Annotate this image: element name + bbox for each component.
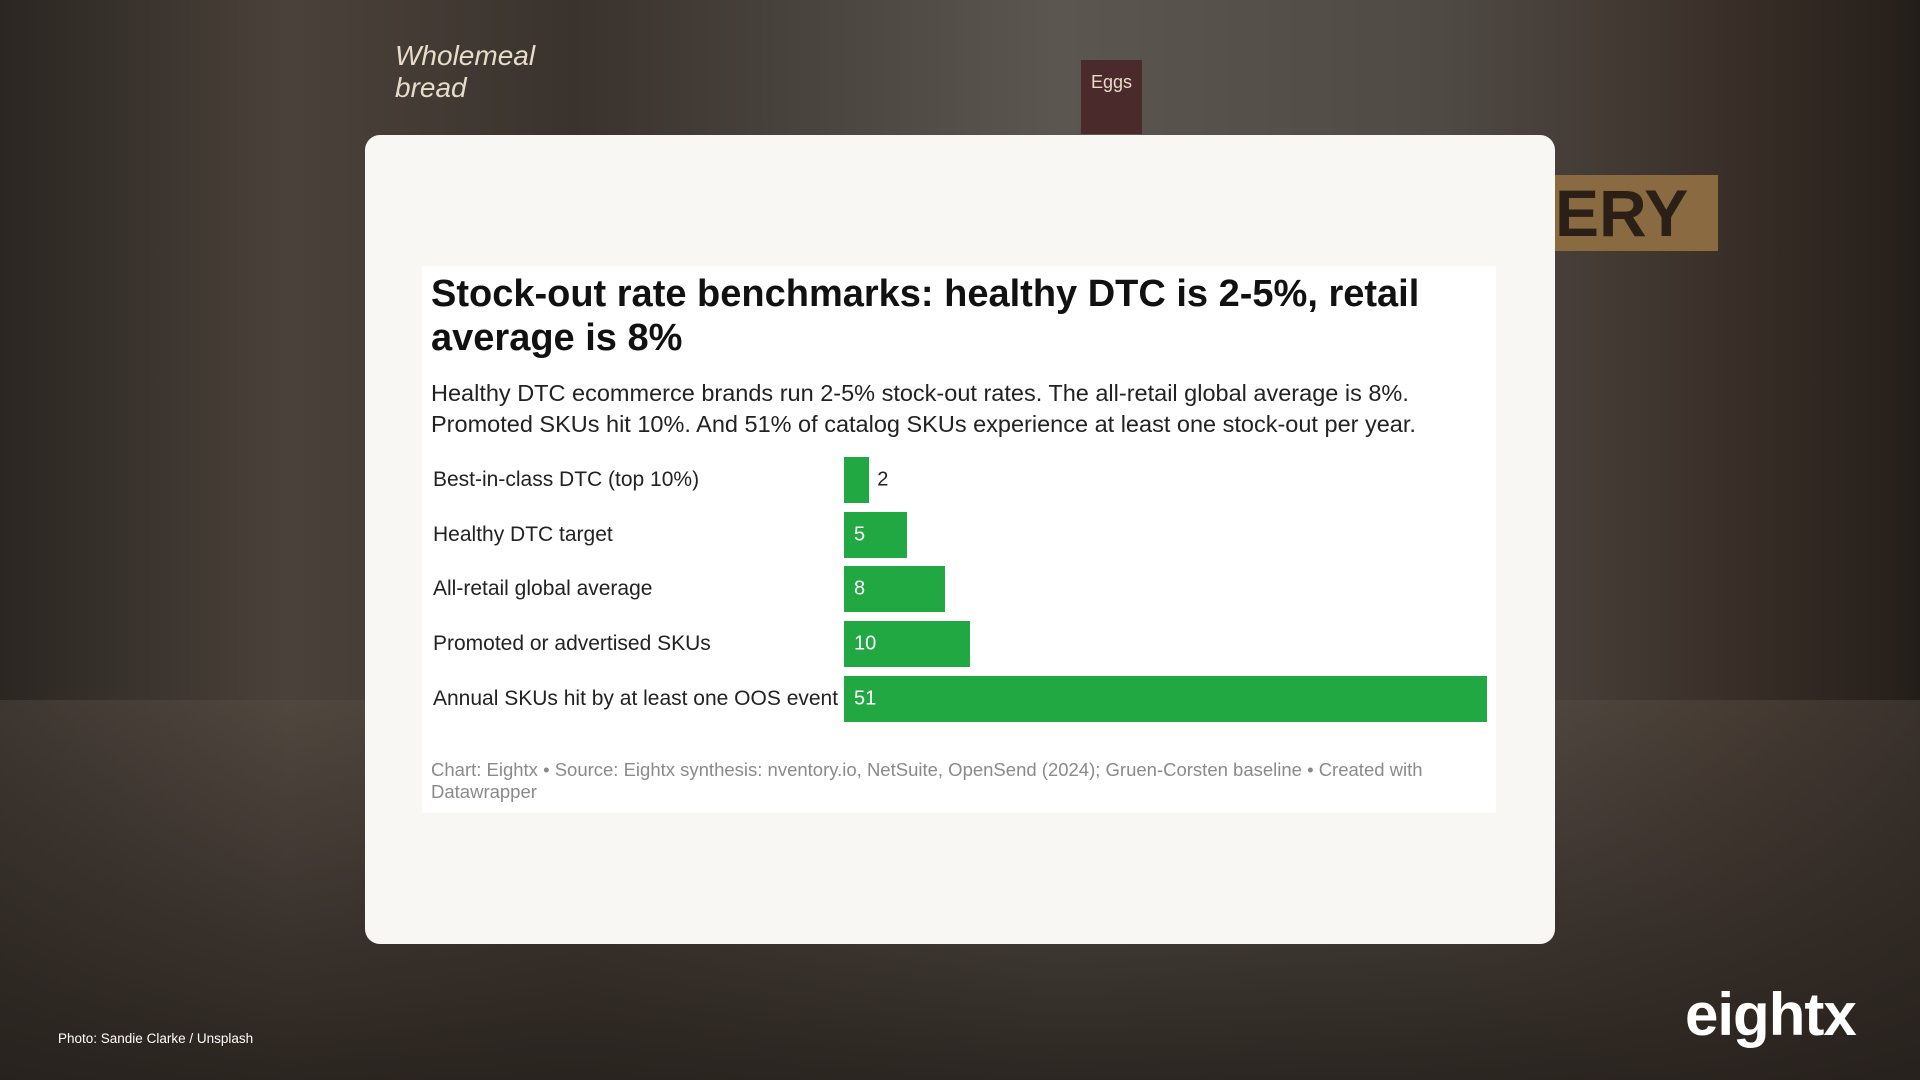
- value-label: 10: [854, 632, 877, 655]
- category-label: Annual SKUs hit by at least one OOS even…: [433, 686, 839, 710]
- sign: Eggs: [1081, 60, 1143, 134]
- photo-credit: Photo: Sandie Clarke / Unsplash: [58, 1031, 254, 1046]
- category-label: Healthy DTC target: [433, 522, 613, 546]
- bar: [844, 511, 908, 558]
- sign: Wholemeal bread: [395, 40, 536, 103]
- value-label: 8: [854, 577, 866, 600]
- bar: [844, 566, 945, 613]
- value-label: 2: [877, 468, 889, 491]
- logo: eightx: [1685, 981, 1857, 1048]
- bar: [844, 457, 870, 503]
- bar: [844, 621, 971, 668]
- chart-title: Stock-out rate benchmarks: healthy DTC i…: [431, 273, 1420, 359]
- value-label: 51: [854, 687, 877, 710]
- value-label: 5: [854, 523, 866, 546]
- category-label: Best-in-class DTC (top 10%): [433, 468, 700, 491]
- chart-area: [422, 266, 1496, 813]
- sign: ERY: [1555, 175, 1719, 251]
- source-note: Chart: Eightx • Source: Eightx synthesis…: [431, 759, 1423, 802]
- bar: [844, 675, 1487, 722]
- category-label: Promoted or advertised SKUs: [433, 632, 711, 656]
- chart-subtitle: Healthy DTC ecommerce brands run 2-5% st…: [431, 380, 1416, 437]
- category-label: All-retail global average: [433, 577, 653, 601]
